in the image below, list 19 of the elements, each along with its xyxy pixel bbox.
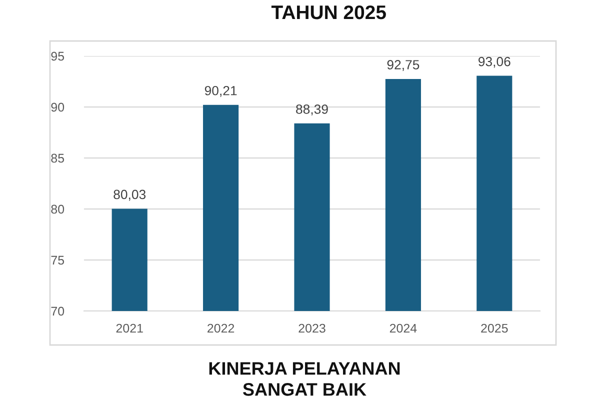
data-label: 93,06 (478, 56, 510, 68)
text: SANGAT BAIK (242, 383, 366, 396)
x-tick-label: 2023 (298, 324, 326, 333)
chart-title: TAHUN 2025 (271, 5, 386, 20)
text: KINERJA PELAYANAN (209, 362, 400, 375)
y-tick-label: 80 (51, 204, 64, 214)
x-tick-label: 2021 (116, 324, 143, 333)
y-tick-label: 90 (51, 102, 64, 112)
y-tick-label: 75 (51, 256, 64, 265)
y-tick-label: 70 (51, 306, 64, 316)
y-tick-label: 85 (51, 154, 64, 163)
x-tick-label: 2025 (481, 324, 508, 333)
x-tick-label: 2022 (208, 324, 234, 333)
data-label: 92,75 (387, 60, 420, 71)
x-tick-label: 2024 (390, 324, 417, 333)
data-label: 90,21 (204, 86, 237, 97)
data-label: 80,03 (114, 190, 146, 201)
y-tick-label: 95 (51, 52, 64, 61)
data-label: 88,39 (296, 104, 328, 116)
